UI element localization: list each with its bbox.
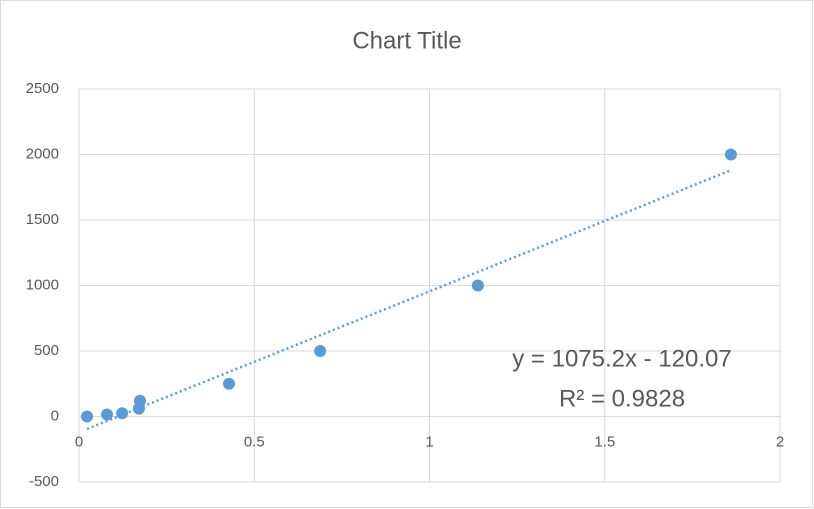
point (133, 394, 146, 407)
point (116, 407, 129, 420)
trendline-r-squared: R² = 0.9828 (559, 385, 685, 412)
point (223, 377, 236, 390)
trendline-equation: y = 1075.2x - 120.07 (512, 345, 732, 372)
x-tick-label: 0 (75, 433, 83, 450)
y-tick-label: -500 (29, 473, 59, 490)
y-tick-label: 2500 (26, 80, 59, 97)
y-tick-label: 500 (34, 342, 59, 359)
y-tick-label: 1000 (26, 276, 59, 293)
x-tick-label: 0.5 (244, 433, 265, 450)
point (471, 279, 484, 292)
point (724, 148, 737, 161)
point (314, 345, 327, 357)
y-tick-label: 0 (51, 407, 59, 424)
x-tick-label: 1.5 (594, 433, 615, 450)
y-tick-label: 2000 (26, 145, 59, 162)
chart-title: Chart Title (352, 27, 461, 54)
point (101, 408, 114, 421)
x-tick-label: 1 (425, 433, 433, 450)
trendline (86, 169, 732, 431)
x-tick-label: 2 (776, 433, 784, 450)
point (81, 410, 94, 423)
y-tick-label: 1500 (26, 211, 59, 228)
